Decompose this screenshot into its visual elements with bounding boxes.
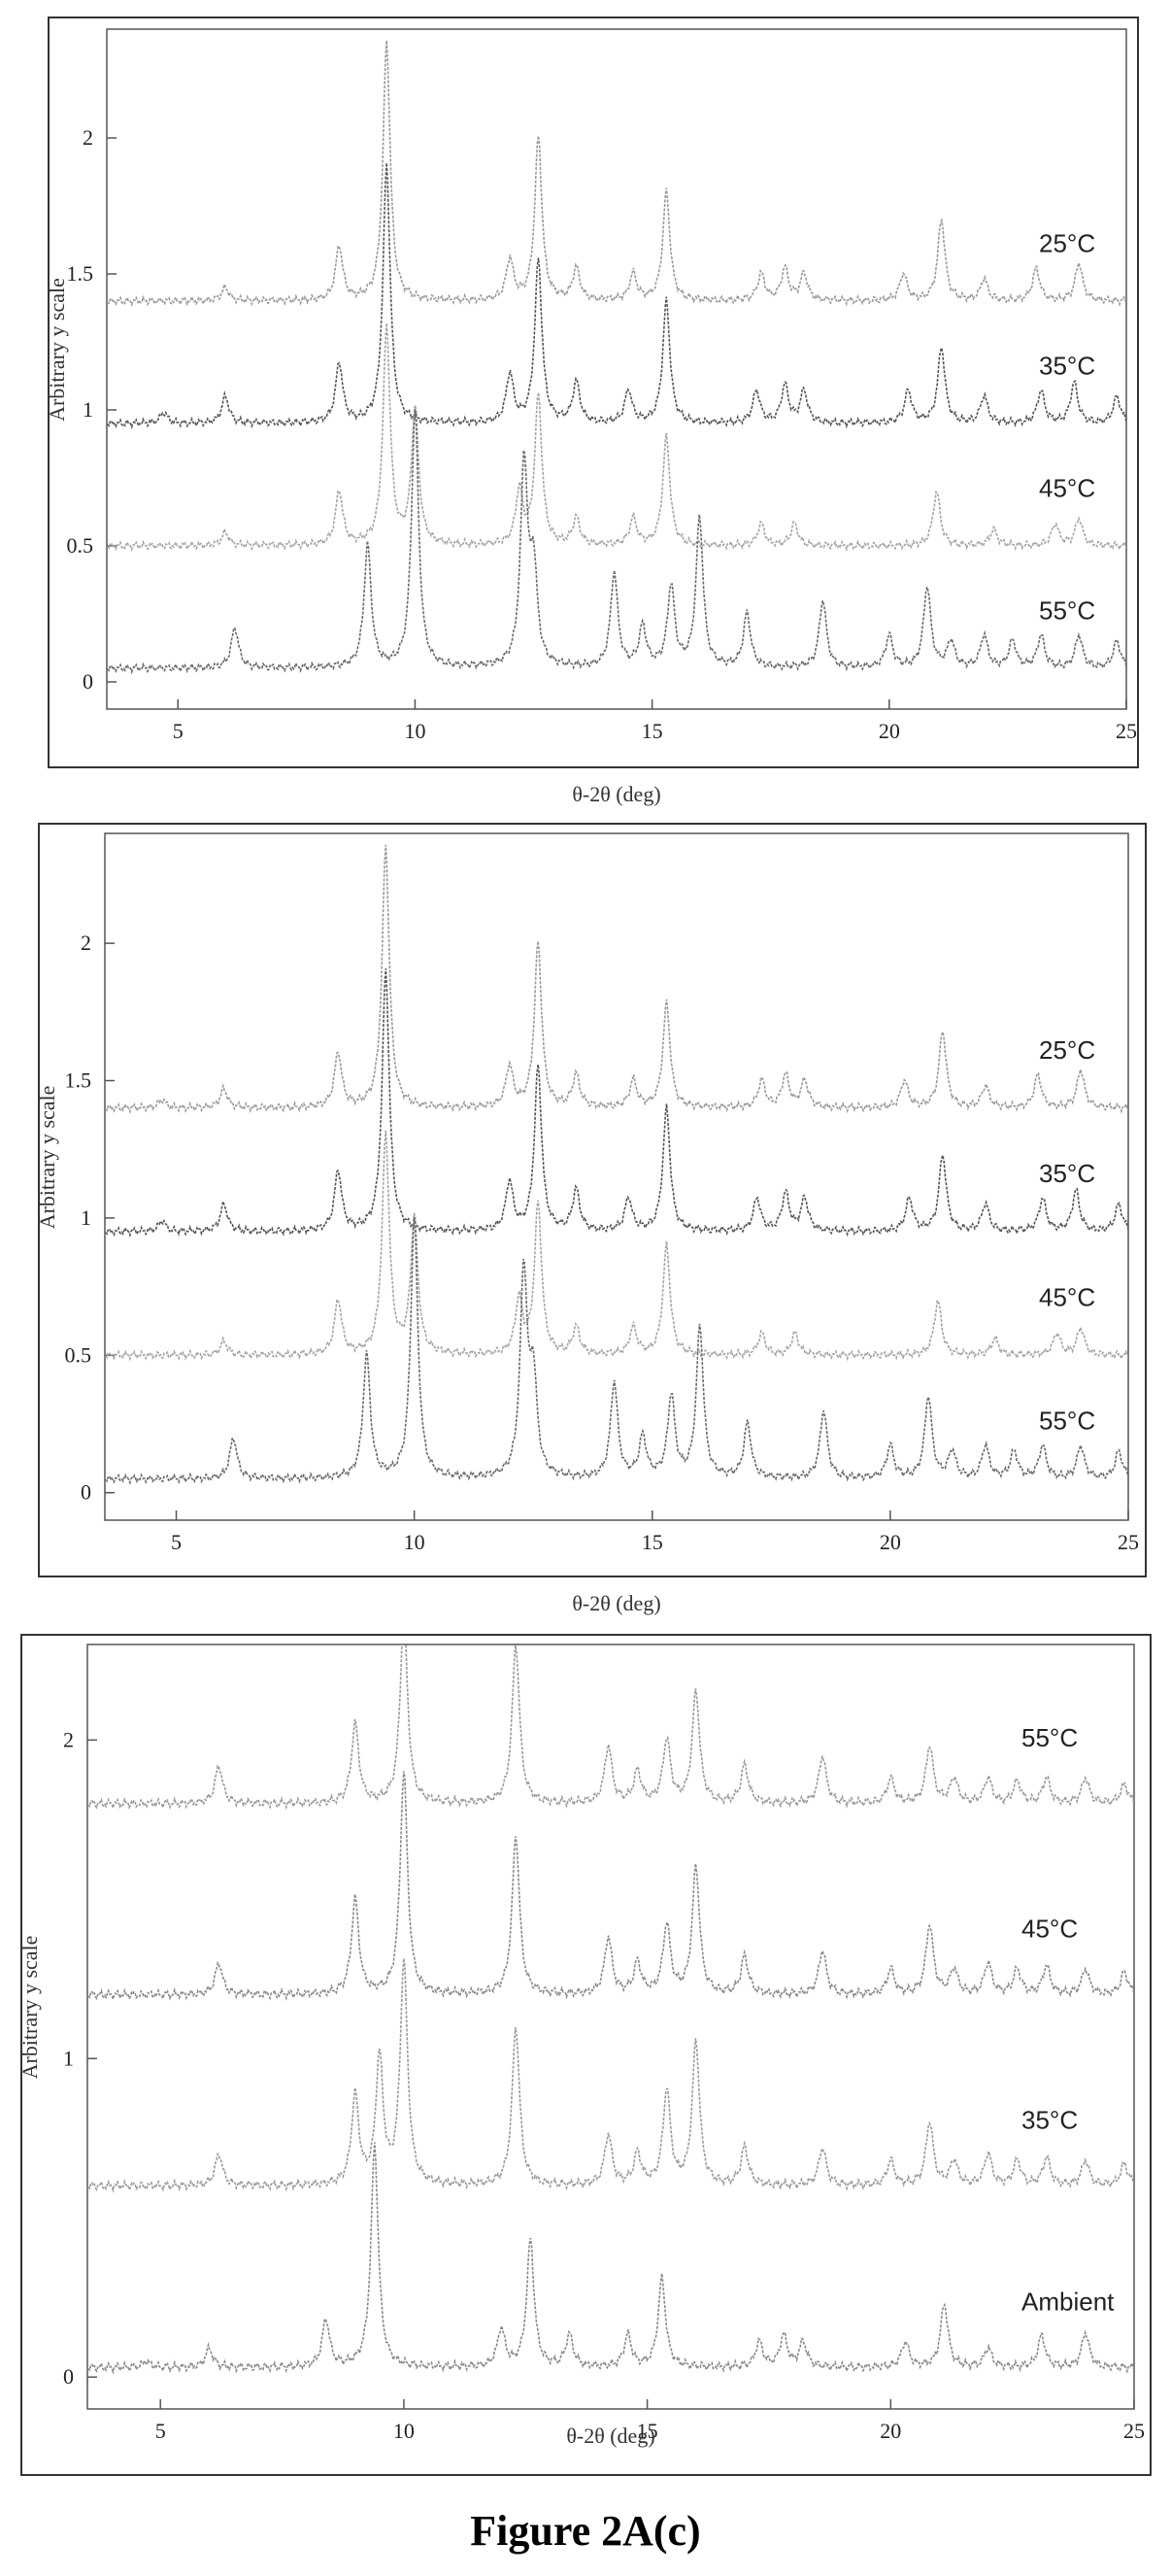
series-line xyxy=(105,968,1128,1238)
plot-area xyxy=(86,1644,1135,2410)
series-label: 55°C xyxy=(1039,1407,1095,1436)
chart-panel-2: 5 10 15 20 25 0 0.5 1 1.5 2 θ-2θ (deg) Arbitrary y … xyxy=(35,823,1147,1615)
series-line xyxy=(105,844,1128,1114)
x-tick-label: 10 xyxy=(404,719,425,743)
y-tick-label: 0 xyxy=(83,669,93,694)
series-line xyxy=(107,408,1126,675)
y-tick-label: 1.5 xyxy=(67,261,94,286)
x-tick-label: 15 xyxy=(637,2419,658,2443)
series-label: 45°C xyxy=(1039,1282,1095,1311)
x-tick-label: 10 xyxy=(404,1530,425,1554)
y-tick-label: 1 xyxy=(83,397,93,422)
series-label: 55°C xyxy=(1021,1723,1078,1752)
y-tick-label: 0.5 xyxy=(67,533,94,558)
figure-caption: Figure 2A(c) xyxy=(470,2507,701,2555)
y-tick-label: 0 xyxy=(63,2364,74,2389)
x-axis-label: θ-2θ (deg) xyxy=(572,1591,660,1615)
series-line xyxy=(107,162,1126,430)
series-label: 35°C xyxy=(1039,352,1095,381)
x-tick-label: 10 xyxy=(393,2419,415,2443)
y-tick-label: 2 xyxy=(63,1727,74,1751)
x-tick-label: 25 xyxy=(1118,1530,1139,1554)
series-label: 45°C xyxy=(1039,474,1095,503)
y-tick-label: 1 xyxy=(63,2046,74,2070)
series-label: 55°C xyxy=(1039,596,1095,626)
x-axis-label: θ-2θ (deg) xyxy=(566,2423,654,2448)
panel-frame xyxy=(20,1634,1152,2476)
series-line xyxy=(87,2142,1134,2375)
x-tick-label: 20 xyxy=(880,1530,901,1554)
series-label: 35°C xyxy=(1021,2105,1078,2134)
x-tick-label: 15 xyxy=(642,1530,663,1554)
series-label: Ambient xyxy=(1021,2287,1115,2316)
x-axis-label: θ-2θ (deg) xyxy=(572,782,660,806)
x-tick-label: 5 xyxy=(173,719,184,743)
series-label: 35°C xyxy=(1039,1159,1095,1188)
chart-panel-3: 5 10 15 20 25 0 1 2 θ-2θ (deg) Arbitrary y scale 5… xyxy=(17,1634,1152,2476)
x-tick-label: 20 xyxy=(880,2419,901,2443)
y-axis-label: Arbitrary y scale xyxy=(17,1936,42,2080)
series-label: 45°C xyxy=(1021,1915,1078,1944)
x-tick-label: 5 xyxy=(155,2419,166,2443)
series-line xyxy=(87,1771,1134,2003)
panel-frame xyxy=(38,823,1147,1577)
series-line xyxy=(87,1644,1134,1812)
series-label: 25°C xyxy=(1039,1035,1095,1065)
plot-area xyxy=(106,28,1127,710)
plot-area xyxy=(104,832,1129,1521)
y-tick-label: 1 xyxy=(81,1205,91,1230)
y-tick-label: 2 xyxy=(83,125,93,150)
series-line xyxy=(105,1130,1128,1362)
y-axis-label: Arbitrary y scale xyxy=(45,278,69,422)
series-line xyxy=(107,40,1126,308)
series-line xyxy=(105,1216,1128,1485)
series-label: 25°C xyxy=(1039,229,1095,258)
x-tick-label: 25 xyxy=(1116,719,1137,743)
x-tick-label: 5 xyxy=(171,1530,182,1554)
y-tick-label: 0 xyxy=(81,1480,91,1505)
series-line xyxy=(107,322,1126,553)
y-tick-label: 0.5 xyxy=(65,1342,92,1367)
y-tick-label: 2 xyxy=(81,931,91,955)
x-tick-label: 15 xyxy=(642,719,663,743)
chart-panel-1: 5 10 15 20 25 0 0.5 1 1.5 2 θ-2θ (deg) Arbitrary y … xyxy=(45,17,1139,806)
x-tick-label: 25 xyxy=(1123,2419,1145,2443)
y-tick-label: 1.5 xyxy=(65,1068,92,1093)
x-tick-label: 20 xyxy=(879,719,900,743)
y-axis-label: Arbitrary y scale xyxy=(35,1086,59,1230)
panel-frame xyxy=(48,17,1139,768)
